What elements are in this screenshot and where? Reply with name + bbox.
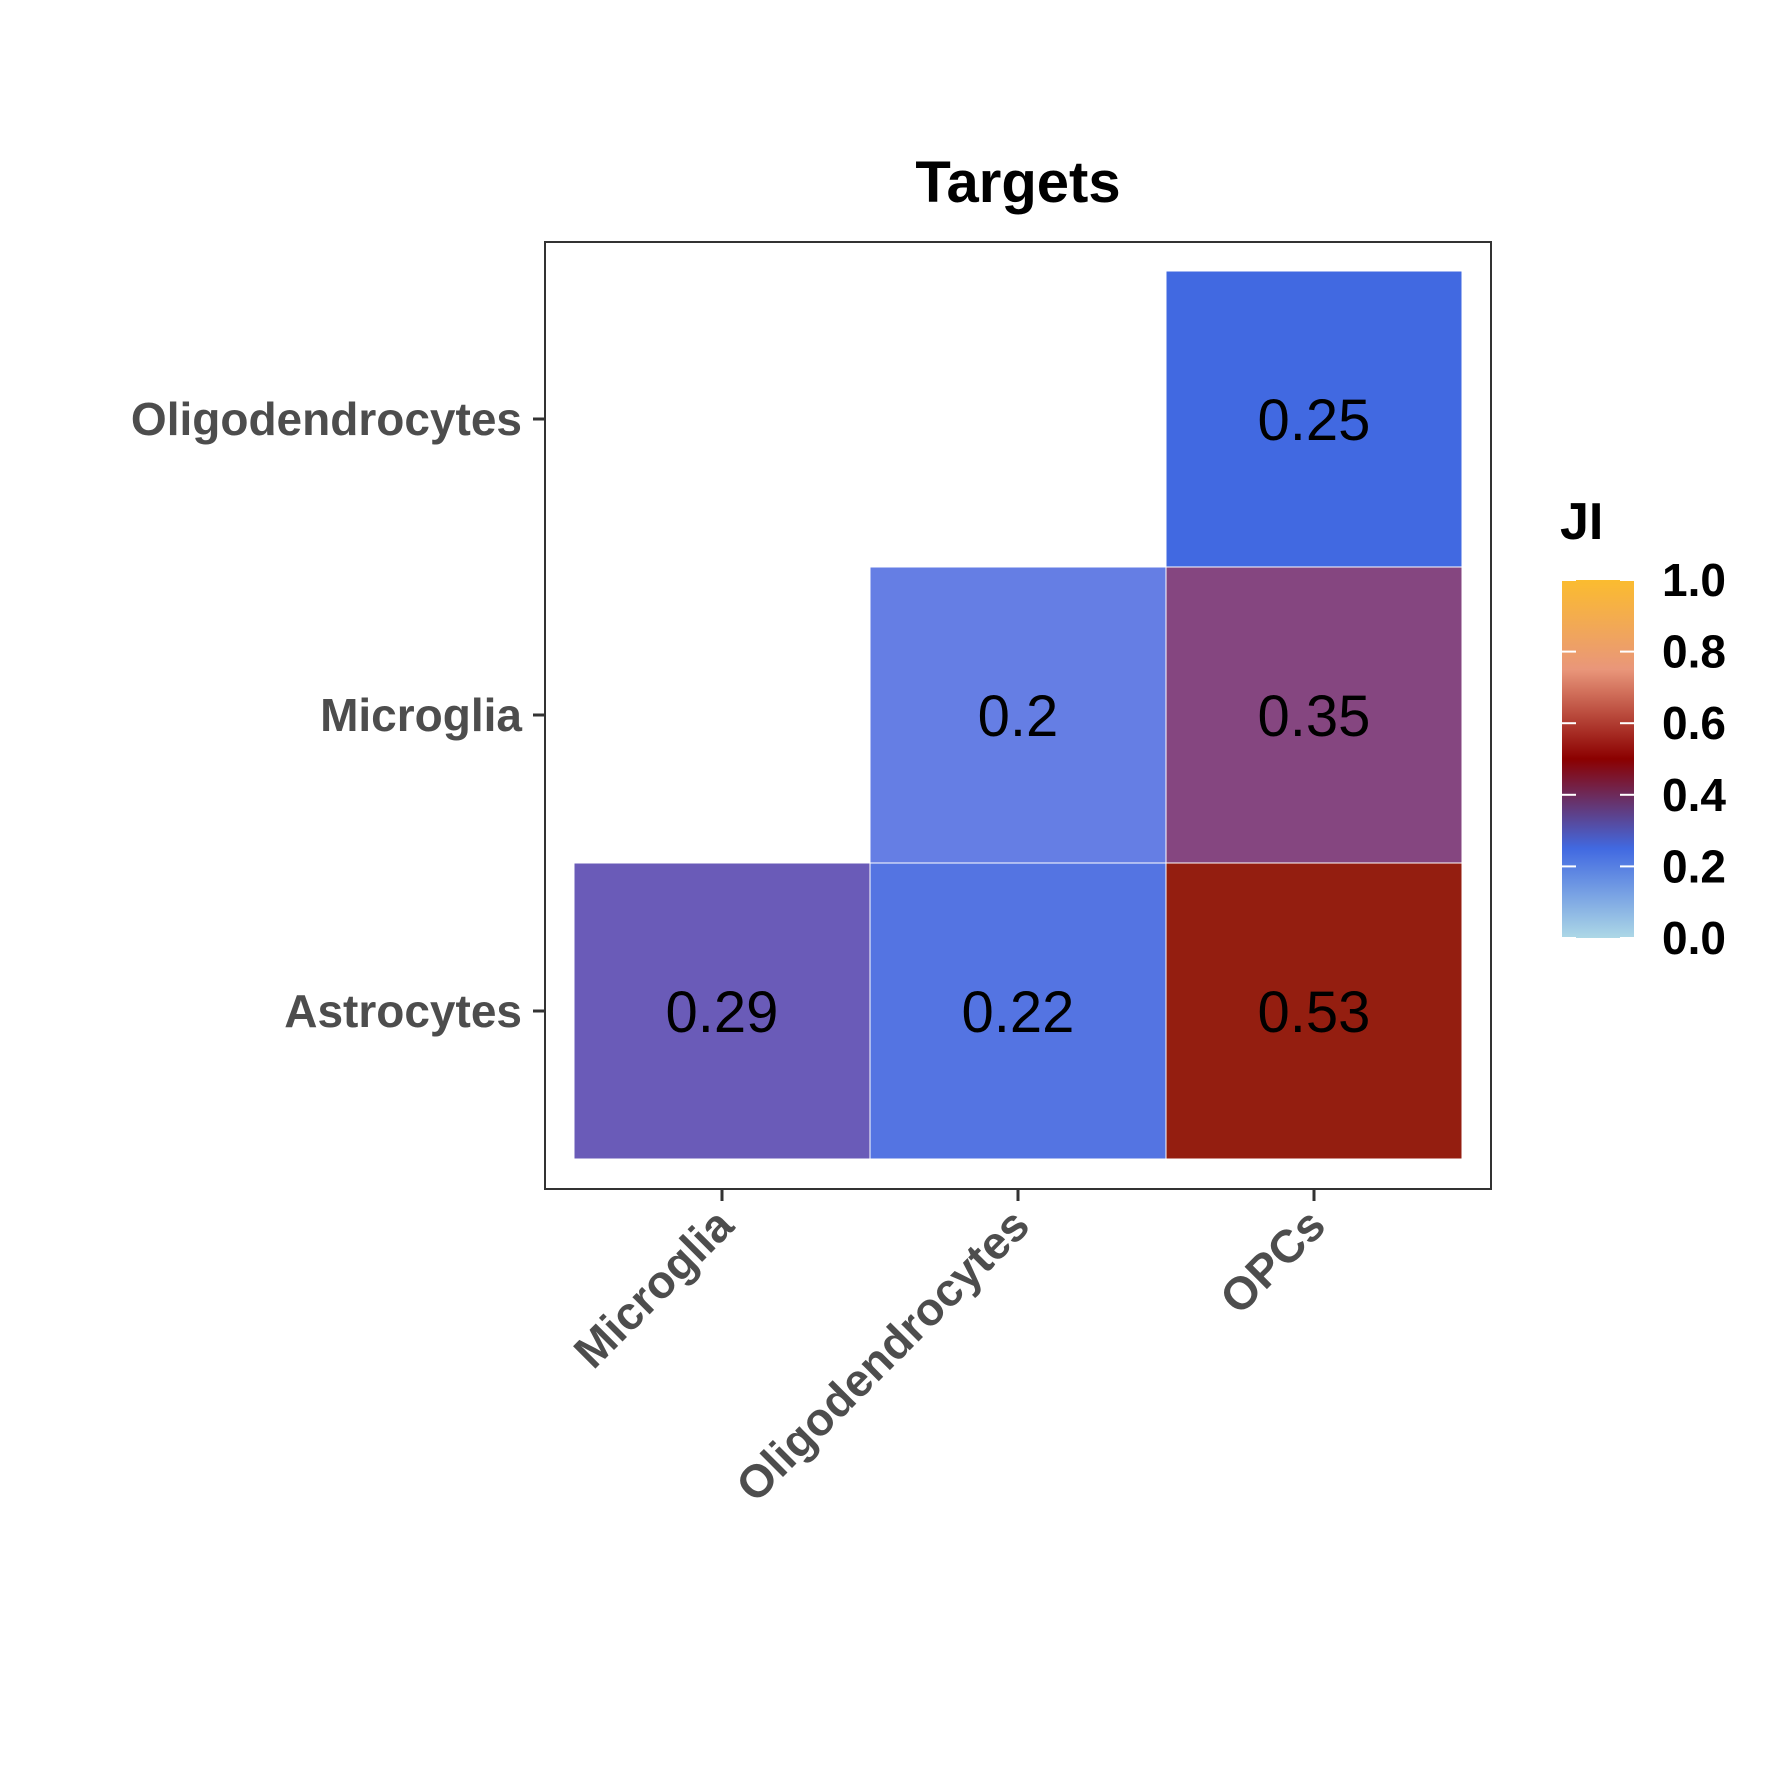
heatmap-cell-microglia-opcs <box>1165 566 1463 864</box>
y-tick-label: Microglia <box>320 689 522 741</box>
y-tick-label: Oligodendrocytes <box>131 393 522 445</box>
legend-tick-label: 0.2 <box>1662 840 1726 892</box>
color-legend: JI 0.0 0.2 0.4 0.6 0.8 1.0 <box>1560 493 1726 964</box>
legend-tick-label: 0.6 <box>1662 697 1726 749</box>
x-tick-label: Oligodendrocytes <box>726 1198 1039 1511</box>
heatmap-cell-oligodendrocytes-opcs <box>1165 270 1463 568</box>
x-tick-label: Microglia <box>564 1198 744 1378</box>
y-axis: Astrocytes Microglia Oligodendrocytes <box>131 393 545 1037</box>
legend-tick-label: 0.8 <box>1662 626 1726 678</box>
heatmap-cell-microglia-oligodendrocytes <box>869 566 1167 864</box>
heatmap-cell-astrocytes-microglia <box>573 862 871 1160</box>
cell-value-label: 0.53 <box>1258 980 1371 1045</box>
cell-value-label: 0.35 <box>1258 684 1371 749</box>
y-tick-label: Astrocytes <box>284 985 522 1037</box>
legend-tick-label: 0.0 <box>1662 912 1726 964</box>
legend-ticks: 0.0 0.2 0.4 0.6 0.8 1.0 <box>1562 554 1726 964</box>
cell-value-labels: 0.29 0.22 0.53 0.2 0.35 0.25 <box>666 388 1371 1045</box>
x-tick-label: OPCs <box>1210 1198 1335 1323</box>
cell-value-label: 0.29 <box>666 980 779 1045</box>
cell-value-label: 0.22 <box>962 980 1075 1045</box>
cell-value-label: 0.2 <box>978 684 1059 749</box>
legend-title: JI <box>1560 493 1603 551</box>
cell-value-label: 0.25 <box>1258 388 1371 453</box>
chart-title: Targets <box>915 150 1120 215</box>
legend-colorbar <box>1562 580 1634 938</box>
heatmap-cell-astrocytes-oligodendrocytes <box>869 862 1167 1160</box>
legend-tick-label: 0.4 <box>1662 769 1726 821</box>
heatmap-cells <box>573 270 1463 1160</box>
legend-tick-label: 1.0 <box>1662 554 1726 606</box>
